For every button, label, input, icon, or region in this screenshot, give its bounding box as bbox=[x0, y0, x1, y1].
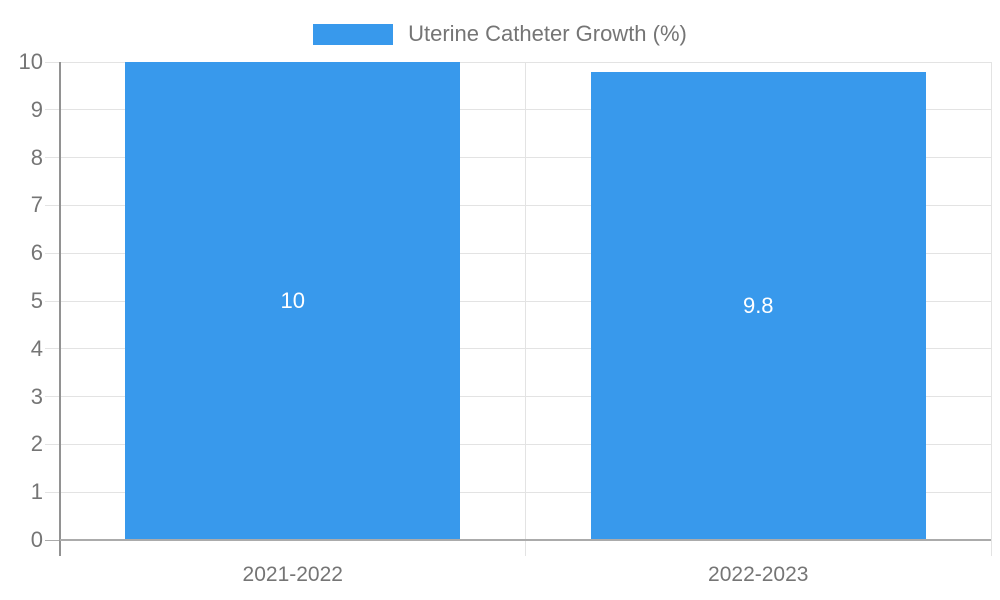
y-axis-label: 9 bbox=[30, 96, 43, 122]
legend-label: Uterine Catheter Growth (%) bbox=[408, 21, 687, 46]
bar[interactable] bbox=[125, 62, 461, 540]
x-axis-label: 2021-2022 bbox=[242, 563, 343, 586]
y-axis-label: 6 bbox=[30, 240, 43, 266]
y-axis-label: 0 bbox=[30, 527, 43, 552]
x-axis-label: 2022-2023 bbox=[708, 563, 809, 586]
y-axis-label: 10 bbox=[18, 49, 43, 74]
bar-value-label: 9.8 bbox=[742, 292, 774, 318]
bar-value-label: 10 bbox=[280, 288, 305, 313]
y-axis-label: 5 bbox=[30, 288, 43, 313]
y-axis-line bbox=[59, 62, 61, 556]
y-axis-tick bbox=[45, 157, 60, 159]
y-axis-label: 7 bbox=[30, 192, 43, 218]
y-axis-label: 2 bbox=[30, 431, 43, 457]
y-axis-tick bbox=[45, 204, 60, 206]
y-axis-label: 4 bbox=[30, 335, 43, 361]
y-axis-label: 8 bbox=[30, 144, 43, 170]
y-axis-label: 3 bbox=[30, 383, 43, 409]
legend-swatch bbox=[313, 23, 394, 45]
y-axis-tick bbox=[45, 252, 60, 254]
y-axis-tick bbox=[45, 396, 60, 398]
legend: Uterine Catheter Growth (%) bbox=[0, 22, 1000, 46]
y-axis-label: 1 bbox=[30, 479, 43, 505]
bar[interactable] bbox=[590, 71, 926, 540]
y-axis-tick bbox=[45, 109, 60, 111]
y-axis-tick bbox=[45, 348, 60, 350]
y-axis-tick bbox=[45, 539, 60, 541]
y-axis-tick bbox=[45, 61, 60, 63]
category-separator bbox=[525, 62, 526, 556]
plot-right-border bbox=[990, 62, 992, 556]
y-axis-tick bbox=[45, 443, 60, 445]
y-axis-tick bbox=[45, 491, 60, 493]
y-axis-tick bbox=[45, 300, 60, 302]
x-axis-baseline bbox=[60, 539, 991, 541]
